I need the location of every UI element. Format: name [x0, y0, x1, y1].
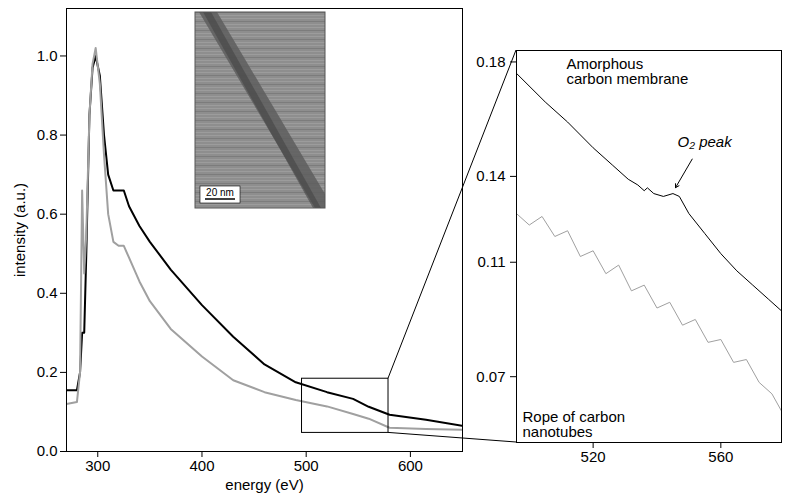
svg-text:20 nm: 20 nm [206, 187, 234, 198]
svg-text:520: 520 [581, 448, 606, 465]
svg-text:600: 600 [398, 457, 423, 474]
svg-text:0.4: 0.4 [37, 284, 58, 301]
svg-text:500: 500 [294, 457, 319, 474]
svg-text:0.07: 0.07 [476, 367, 505, 384]
svg-text:energy (eV): energy (eV) [225, 476, 303, 493]
svg-text:0.18: 0.18 [476, 53, 505, 70]
svg-text:0.8: 0.8 [37, 126, 58, 143]
svg-text:0.0: 0.0 [37, 442, 58, 459]
svg-text:300: 300 [85, 457, 110, 474]
svg-text:0.2: 0.2 [37, 363, 58, 380]
svg-text:0.14: 0.14 [476, 167, 505, 184]
svg-text:400: 400 [189, 457, 214, 474]
svg-text:Amorphouscarbon membrane: Amorphouscarbon membrane [567, 55, 689, 87]
svg-text:intensity (a.u.): intensity (a.u.) [11, 183, 28, 277]
svg-text:0.6: 0.6 [37, 205, 58, 222]
svg-text:560: 560 [708, 448, 733, 465]
svg-text:O₂ peak: O₂ peak [678, 133, 734, 150]
svg-text:Rope of carbonnanotubes: Rope of carbonnanotubes [523, 408, 626, 440]
svg-text:0.11: 0.11 [477, 253, 505, 270]
svg-text:1.0: 1.0 [37, 47, 58, 64]
